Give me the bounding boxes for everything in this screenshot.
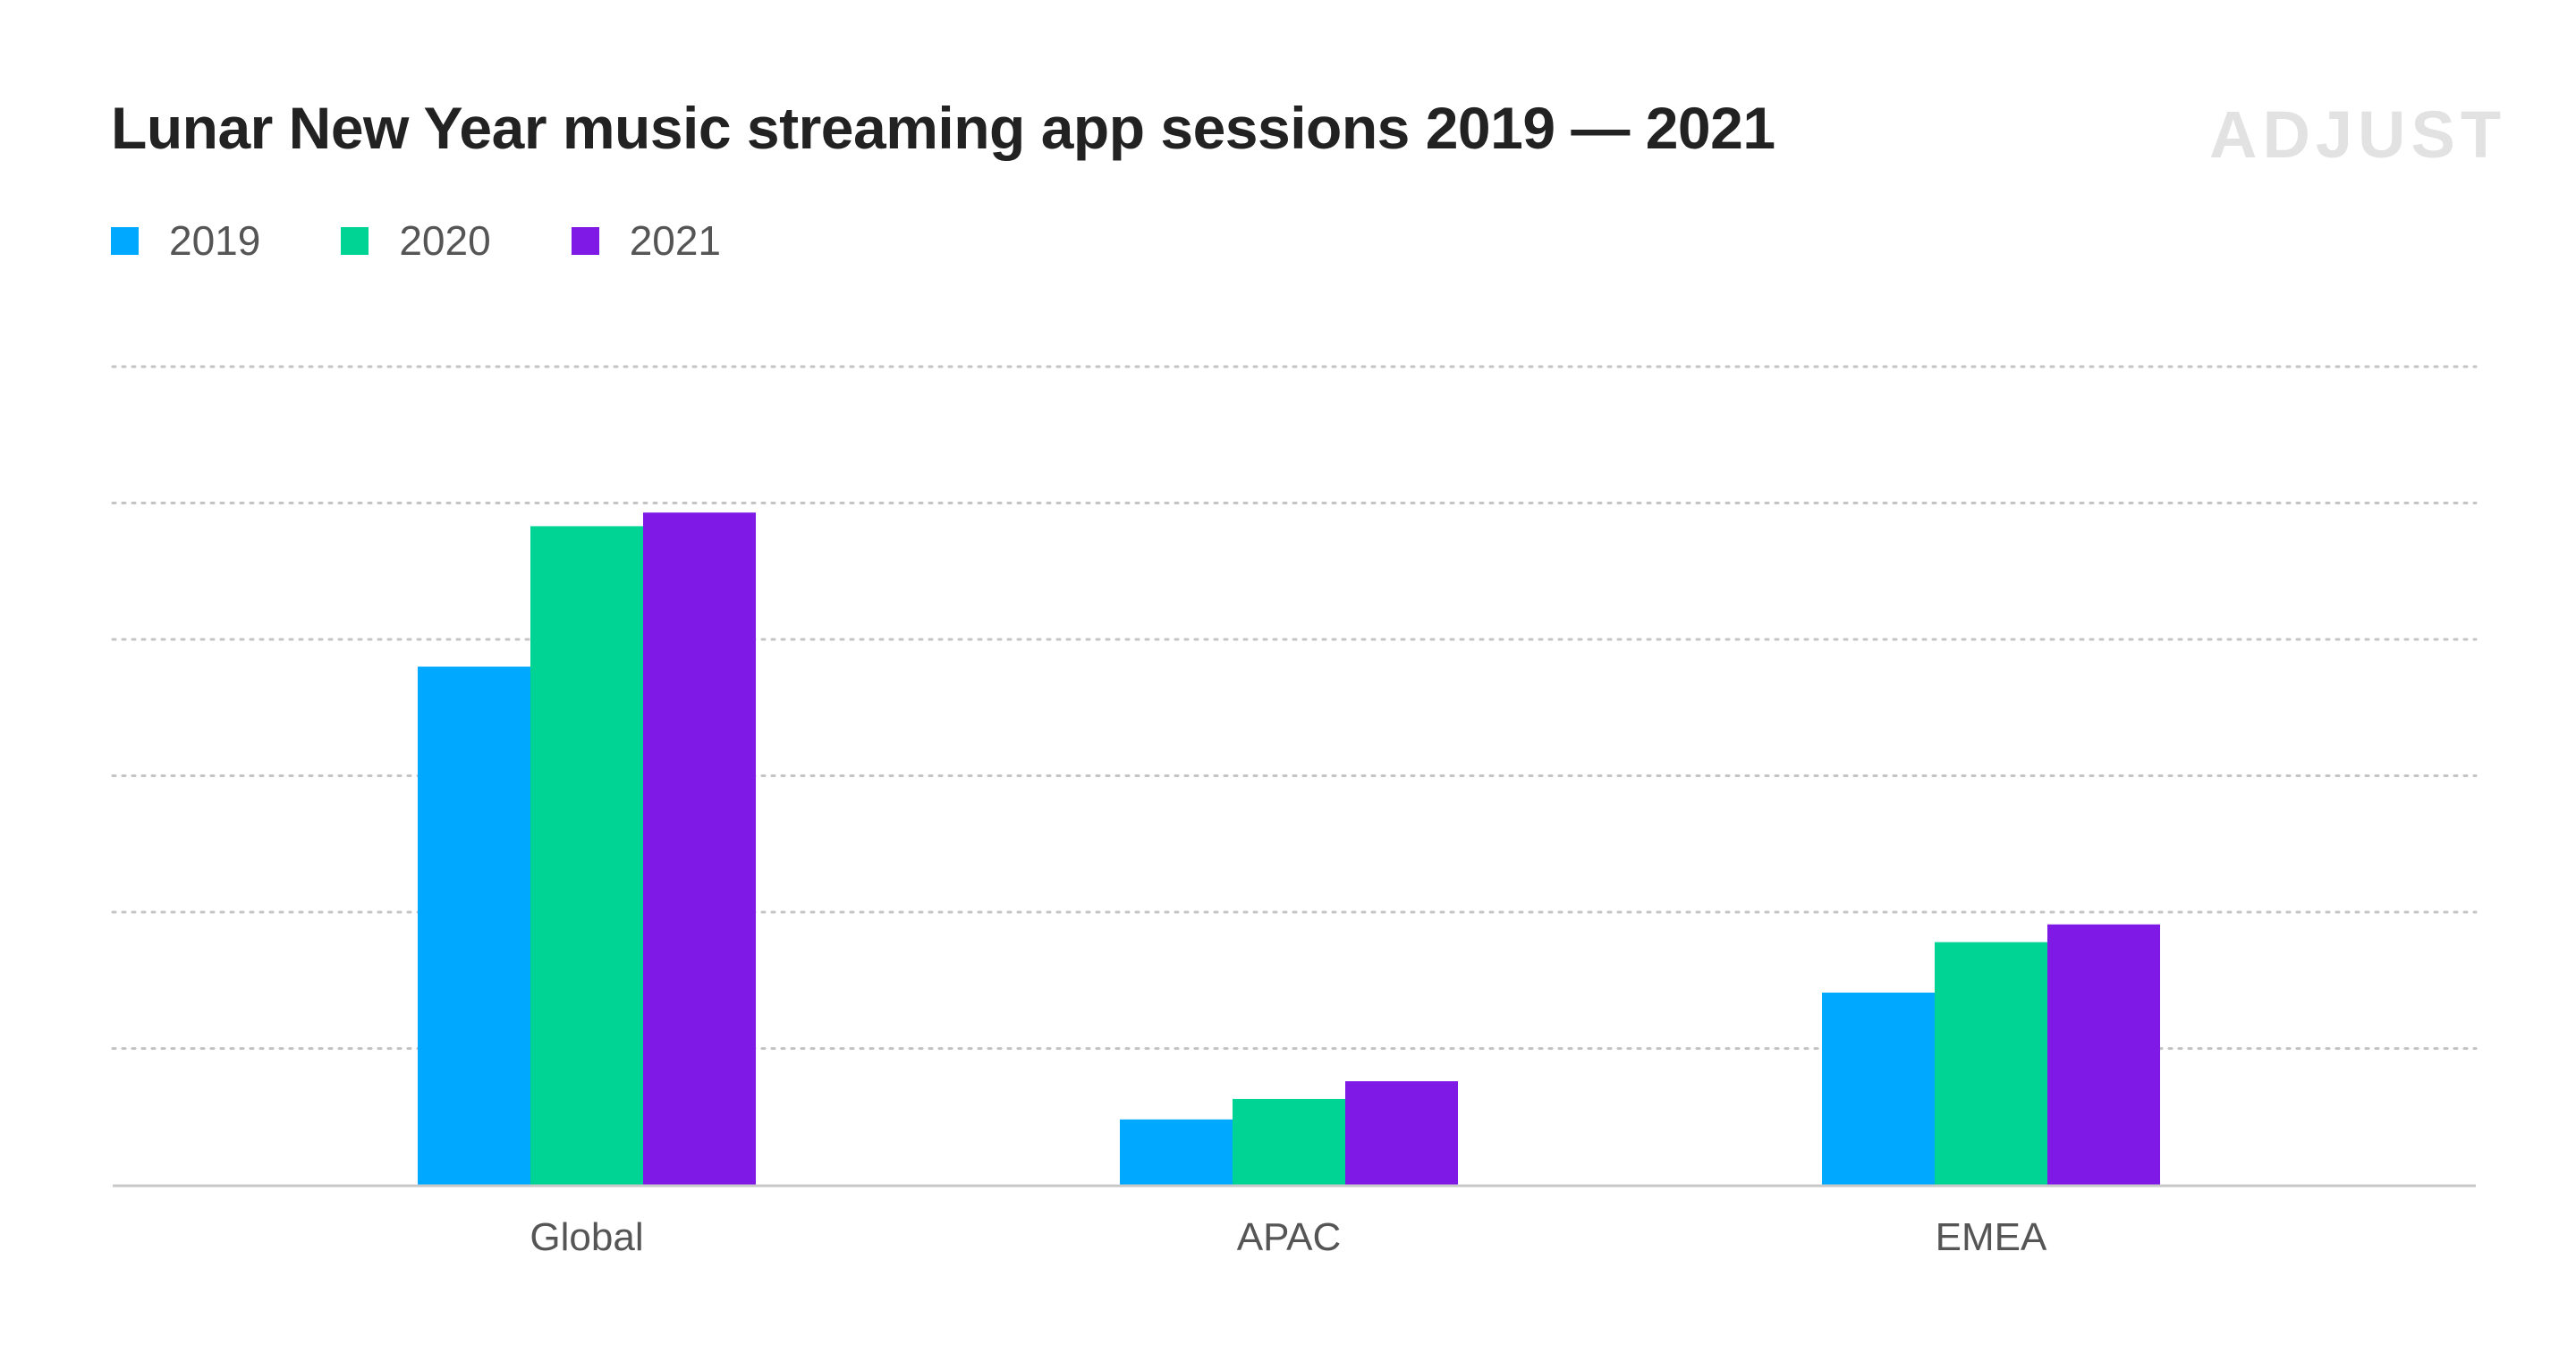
legend-label-2021: 2021 xyxy=(629,217,722,264)
bar-global-2019 xyxy=(418,666,530,1185)
legend-item-2019: 2019 xyxy=(111,216,260,265)
bar-emea-2019 xyxy=(1822,992,1935,1185)
legend-label-2020: 2020 xyxy=(399,217,491,264)
legend-label-2019: 2019 xyxy=(169,217,261,264)
bar-global-2020 xyxy=(530,526,643,1185)
legend-item-2021: 2021 xyxy=(571,216,722,265)
adjust-logo: ADJUST xyxy=(2209,97,2507,172)
legend-item-2020: 2020 xyxy=(341,216,491,265)
bar-apac-2021 xyxy=(1345,1081,1458,1185)
x-tick-label-emea: EMEA xyxy=(1936,1215,2047,1259)
bar-emea-2021 xyxy=(2047,924,2160,1185)
bar-apac-2020 xyxy=(1233,1098,1345,1185)
x-tick-label-apac: APAC xyxy=(1237,1215,1342,1259)
bar-global-2021 xyxy=(643,512,756,1185)
x-axis-labels: Global APAC EMEA xyxy=(530,1215,2047,1259)
bar-emea-2020 xyxy=(1935,942,2047,1185)
chart-title: Lunar New Year music streaming app sessi… xyxy=(111,95,1775,161)
bars xyxy=(418,512,2160,1185)
chart-legend: 2019 2020 2021 xyxy=(111,216,801,265)
legend-swatch-2020 xyxy=(341,226,369,255)
x-tick-label-global: Global xyxy=(530,1215,643,1259)
legend-swatch-2019 xyxy=(111,226,139,255)
bar-apac-2019 xyxy=(1120,1119,1233,1185)
legend-swatch-2021 xyxy=(571,226,599,255)
